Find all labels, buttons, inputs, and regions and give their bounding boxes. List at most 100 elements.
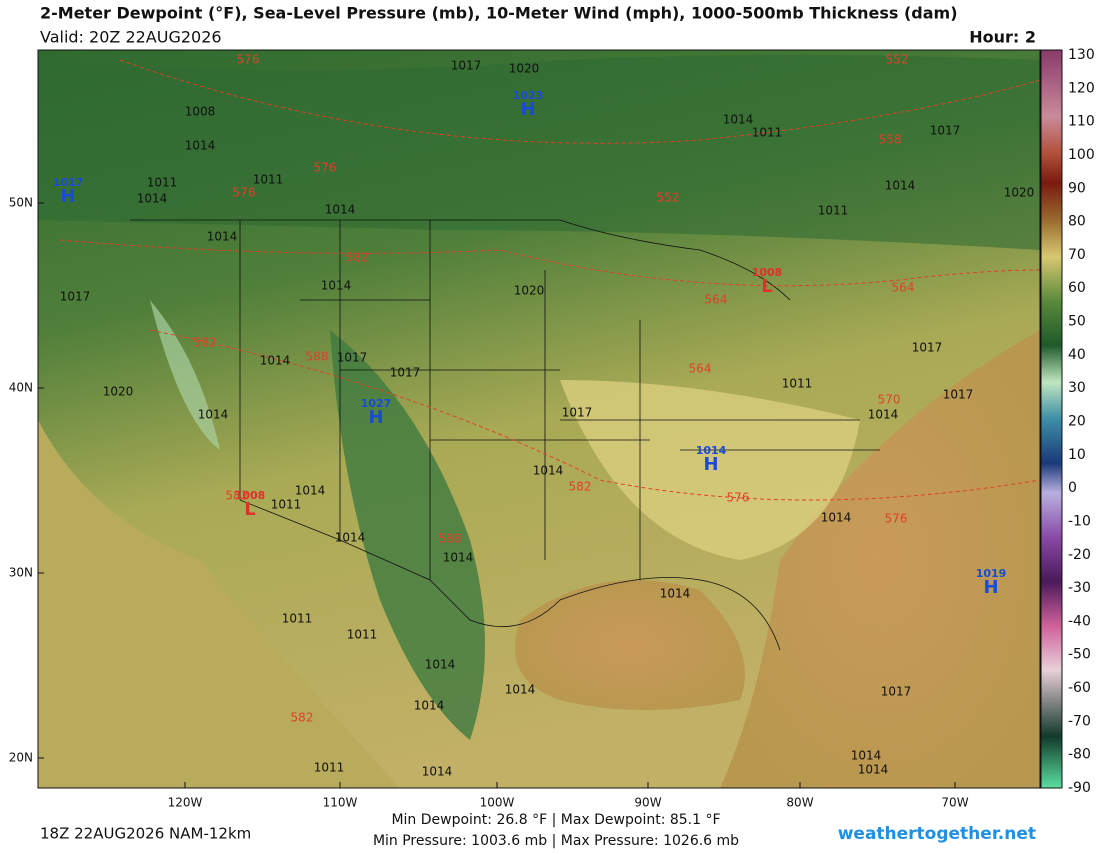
isobar-label: 1017 — [881, 685, 912, 699]
isobar-label: 1008 — [185, 105, 216, 119]
colorbar-label: -50 — [1068, 647, 1091, 663]
isobar-label: 1014 — [295, 484, 326, 498]
isobar-label: 1017 — [451, 59, 482, 73]
colorbar-label: 100 — [1068, 147, 1095, 163]
isobar-label: 1020 — [514, 284, 545, 298]
thickness-label: 564 — [892, 281, 915, 295]
isobar-label: 1014 — [505, 683, 536, 697]
isobar-label: 1011 — [271, 498, 302, 512]
isobar-label: 1017 — [562, 406, 593, 420]
thickness-label: 576 — [885, 512, 908, 526]
thickness-label: 582 — [346, 251, 369, 265]
thickness-label: 582 — [194, 336, 217, 350]
colorbar-label: 20 — [1068, 414, 1086, 430]
colorbar-label: -30 — [1068, 580, 1091, 596]
colorbar-label: 40 — [1068, 347, 1086, 363]
colorbar-label: -10 — [1068, 513, 1091, 529]
isobar-label: 1020 — [1004, 186, 1035, 200]
colorbar-label: -40 — [1068, 613, 1091, 629]
colorbar-label: 70 — [1068, 247, 1086, 263]
isobar-label: 1014 — [443, 551, 474, 565]
thickness-label: 588 — [439, 532, 462, 546]
isobar-label: 1014 — [335, 531, 366, 545]
colorbar-label: 110 — [1068, 114, 1095, 130]
colorbar-label: -60 — [1068, 680, 1091, 696]
isobar-label: 1014 — [414, 699, 445, 713]
thickness-label: 582 — [226, 489, 249, 503]
pressure-center-value: 1008 — [752, 266, 783, 279]
colorbar-label: 80 — [1068, 214, 1086, 230]
pressure-center-letter: H — [703, 454, 718, 475]
colorbar-label: 60 — [1068, 280, 1086, 296]
thickness-label: 576 — [233, 186, 256, 200]
model-run: 18Z 22AUG2026 NAM-12km — [40, 825, 251, 843]
isobar-label: 1014 — [851, 749, 882, 763]
thickness-label: 570 — [878, 393, 901, 407]
isobar-label: 1017 — [390, 366, 421, 380]
pressure-center-value: 1027 — [361, 397, 392, 410]
isobar-label: 1014 — [723, 113, 754, 127]
thickness-label: 576 — [314, 161, 337, 175]
lon-label: 100W — [480, 796, 515, 810]
pressure-stats: Min Pressure: 1003.6 mb | Max Pressure: … — [373, 833, 739, 849]
pressure-center-letter: H — [520, 99, 535, 120]
isobar-label: 1014 — [533, 464, 564, 478]
thickness-label: 558 — [879, 133, 902, 147]
isobar-label: 1011 — [818, 204, 849, 218]
isobar-label: 1011 — [147, 176, 178, 190]
isobar-label: 1014 — [868, 408, 899, 422]
isobar-label: 1014 — [260, 354, 291, 368]
isobar-label: 1014 — [321, 279, 352, 293]
colorbar-label: 90 — [1068, 180, 1086, 196]
isobar-label: 1014 — [137, 192, 168, 206]
isobar-label: 1014 — [425, 658, 456, 672]
lon-label: 90W — [634, 796, 661, 810]
isobar-label: 1014 — [198, 408, 229, 422]
colorbar-label: 10 — [1068, 447, 1086, 463]
lat-label: 50N — [9, 196, 33, 210]
isobar-label: 1014 — [207, 230, 238, 244]
pressure-center-value: 1008 — [235, 489, 266, 502]
isobar-label: 1017 — [60, 290, 91, 304]
pressure-center-letter: L — [761, 276, 772, 297]
pressure-center-letter: L — [244, 499, 255, 520]
thickness-label: 582 — [291, 711, 314, 725]
isobar-label: 1020 — [103, 385, 134, 399]
lat-label: 30N — [9, 566, 33, 580]
isobar-label: 1017 — [943, 388, 974, 402]
isobar-label: 1017 — [912, 341, 943, 355]
lat-label: 40N — [9, 381, 33, 395]
isobar-label: 1020 — [509, 62, 540, 76]
isobar-label: 1011 — [314, 761, 345, 775]
valid-time: Valid: 20Z 22AUG2026 — [40, 28, 222, 47]
map-field — [38, 50, 1041, 788]
thickness-label: 552 — [657, 191, 680, 205]
pressure-center-value: 1019 — [976, 567, 1007, 580]
pressure-center-letter: H — [983, 577, 998, 598]
title: 2-Meter Dewpoint (°F), Sea-Level Pressur… — [40, 4, 958, 23]
lon-label: 110W — [323, 796, 358, 810]
site-link[interactable]: weathertogether.net — [838, 824, 1036, 844]
isobar-label: 1014 — [821, 511, 852, 525]
isobar-label: 1014 — [325, 203, 356, 217]
thickness-label: 588 — [306, 350, 329, 364]
isobar-label: 1011 — [347, 628, 378, 642]
lon-label: 80W — [786, 796, 813, 810]
colorbar-label: 120 — [1068, 80, 1095, 96]
thickness-label: 576 — [237, 53, 260, 67]
pressure-center-letter: H — [368, 407, 383, 428]
forecast-hour: Hour: 2 — [969, 28, 1036, 47]
thickness-label: 552 — [886, 53, 909, 67]
thickness-label: 564 — [689, 362, 712, 376]
lon-label: 70W — [941, 796, 968, 810]
map-frame — [37, 49, 1041, 789]
thickness-label: 576 — [727, 491, 750, 505]
colorbar-label: 0 — [1068, 480, 1077, 496]
isobar-label: 1011 — [282, 612, 313, 626]
isobar-label: 1017 — [337, 351, 368, 365]
isobar-label: 1011 — [253, 173, 284, 187]
dewpoint-stats: Min Dewpoint: 26.8 °F | Max Dewpoint: 85… — [391, 812, 720, 828]
isobar-label: 1011 — [752, 126, 783, 140]
isobar-label: 1017 — [930, 124, 961, 138]
